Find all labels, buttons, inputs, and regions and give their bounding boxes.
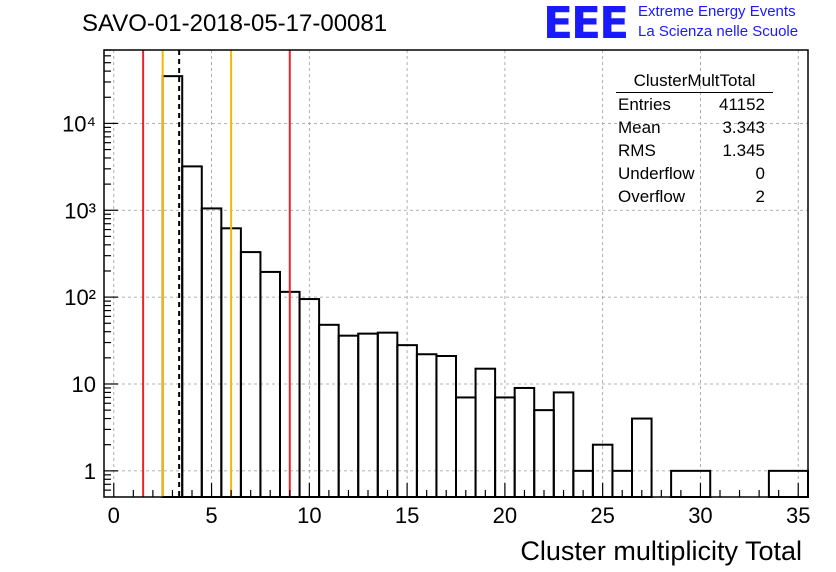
x-tick-label: 10 xyxy=(297,503,321,528)
stats-value: 3.343 xyxy=(722,118,765,137)
histogram-bin xyxy=(435,355,458,498)
x-tick-label: 15 xyxy=(395,503,419,528)
histogram-bin xyxy=(767,469,810,499)
stats-row-entries: Entries 41152 xyxy=(612,93,777,116)
histogram-bin xyxy=(474,367,497,499)
stats-label: Entries xyxy=(618,95,671,114)
stats-row-rms: RMS 1.345 xyxy=(612,139,777,162)
x-tick-label: 25 xyxy=(590,503,614,528)
y-tick-label: 10² xyxy=(64,285,96,310)
histogram-bin xyxy=(533,409,555,498)
x-tick-label: 5 xyxy=(205,503,217,528)
x-tick-label: 30 xyxy=(688,503,712,528)
histogram-bin xyxy=(181,165,203,498)
histogram-bin xyxy=(552,391,575,498)
x-tick-label: 20 xyxy=(493,503,517,528)
histogram-bin xyxy=(455,396,477,498)
histogram-bin xyxy=(357,332,379,498)
chart-title: SAVO-01-2018-05-17-00081 xyxy=(82,10,388,37)
stats-row-overflow: Overflow 2 xyxy=(612,185,777,208)
histogram-bin xyxy=(239,251,262,498)
y-tick-label: 1 xyxy=(84,459,96,484)
x-tick-label: 35 xyxy=(786,503,810,528)
stats-box-title: ClusterMultTotal xyxy=(616,70,773,93)
x-axis-label: Cluster multiplicity Total xyxy=(520,536,802,566)
stats-value: 1.345 xyxy=(722,141,765,160)
histogram-bin xyxy=(513,386,536,498)
stats-value: 0 xyxy=(755,164,765,183)
histogram-bin xyxy=(259,270,282,498)
stats-row-underflow: Underflow 0 xyxy=(612,162,777,185)
histogram-bin xyxy=(376,331,399,498)
eee-logo: EEE xyxy=(543,0,629,49)
stats-label: Underflow xyxy=(618,164,695,183)
stats-value: 2 xyxy=(755,187,765,206)
stats-label: Mean xyxy=(618,118,661,137)
y-tick-label: 10 xyxy=(72,372,96,397)
histogram-bin xyxy=(337,334,360,498)
y-tick-label: 10⁴ xyxy=(62,111,96,136)
histogram-bin xyxy=(415,353,438,499)
stats-box: ClusterMultTotal Entries 41152 Mean 3.34… xyxy=(612,70,777,208)
histogram-bin xyxy=(631,417,653,498)
plot-border xyxy=(103,49,809,498)
histogram-bars xyxy=(161,75,810,499)
stats-label: RMS xyxy=(618,141,656,160)
grid-lines xyxy=(104,50,808,497)
marker-lines xyxy=(142,50,291,497)
stats-row-mean: Mean 3.343 xyxy=(612,116,777,139)
x-tick-label: 0 xyxy=(108,503,120,528)
logo-tagline-2: La Scienza nelle Scuole xyxy=(638,23,799,40)
plot-frame xyxy=(103,49,809,498)
stats-value: 41152 xyxy=(718,95,765,114)
histogram-bin xyxy=(396,344,418,498)
stats-label: Overflow xyxy=(618,187,686,206)
histogram-bin xyxy=(670,469,712,499)
logo-tagline-1: Extreme Energy Events xyxy=(638,3,796,20)
y-tick-label: 10³ xyxy=(64,198,96,223)
